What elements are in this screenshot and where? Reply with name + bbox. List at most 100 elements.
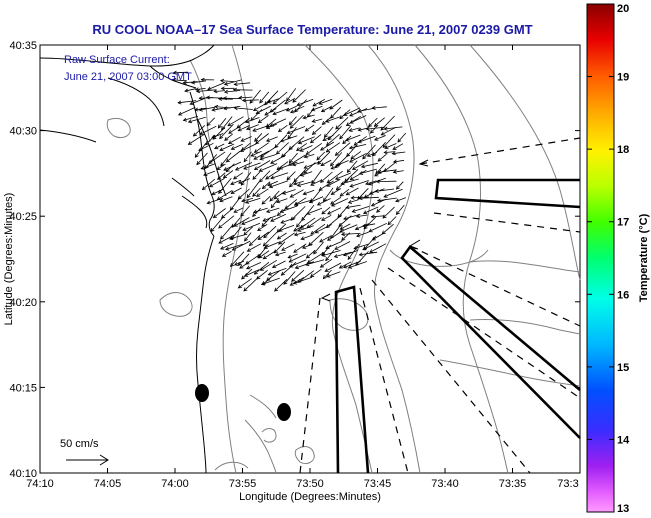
current-vector [370, 124, 379, 134]
coastline-inland [107, 77, 165, 127]
current-vector [203, 170, 216, 176]
contour-line [367, 44, 421, 474]
current-vector [241, 197, 254, 202]
current-vector-head [358, 252, 363, 257]
current-vector [266, 207, 280, 213]
current-vector-head [261, 185, 266, 190]
current-vector [306, 249, 316, 259]
current-vector [367, 152, 378, 157]
current-vector-head [309, 139, 315, 144]
current-vector-head [310, 107, 316, 112]
current-vector [293, 180, 304, 185]
current-vector-head [321, 217, 326, 221]
current-vector-head [284, 100, 289, 105]
current-vector-head [246, 248, 251, 252]
map-area: Raw Surface Current: June 21, 2007 03:00… [39, 44, 581, 474]
current-vector [326, 142, 341, 153]
current-vector [233, 207, 244, 213]
current-vector [241, 142, 251, 151]
coastline-inland [39, 129, 97, 143]
contour-line [439, 359, 581, 387]
current-vector-head [320, 108, 326, 113]
current-vector-head [289, 281, 294, 286]
current-vector [290, 105, 305, 113]
current-vector [247, 243, 261, 252]
current-vector-head [318, 101, 323, 105]
current-vector [238, 253, 250, 266]
current-vector [326, 179, 341, 187]
current-vector [294, 199, 313, 206]
current-vector-head [341, 236, 346, 241]
current-vector-head [345, 137, 350, 142]
current-vector-head [256, 193, 261, 197]
current-vector-head [368, 181, 373, 186]
current-vector [281, 243, 295, 251]
current-vector-head [259, 99, 264, 104]
current-vector [297, 181, 314, 187]
contour-line [469, 260, 581, 273]
current-vector-head [217, 96, 223, 101]
current-vector-head [252, 209, 258, 214]
current-vector [343, 213, 361, 220]
current-vector [258, 115, 269, 123]
current-vector [397, 132, 407, 143]
current-vector [297, 270, 315, 283]
current-vector-head [296, 223, 300, 228]
current-vector [392, 143, 404, 150]
current-vector [393, 159, 405, 163]
current-vector-head [357, 127, 362, 132]
current-vector [178, 107, 196, 116]
current-vector [340, 223, 351, 230]
current-vector-head [288, 121, 293, 126]
current-vector [339, 261, 352, 269]
current-vector [206, 97, 225, 99]
current-vector [352, 160, 369, 170]
current-vector-head [278, 165, 284, 170]
current-vector [290, 206, 306, 221]
current-vector-head [244, 237, 248, 242]
current-vector-head [196, 161, 201, 166]
current-vector-head [300, 236, 305, 241]
current-vector-head [357, 139, 362, 144]
current-vector-head [265, 209, 271, 213]
current-vector-head [267, 271, 272, 276]
current-vector [267, 98, 280, 103]
current-vector [209, 178, 225, 188]
current-vector [320, 171, 333, 183]
current-vector [312, 118, 323, 123]
current-vector-head [278, 227, 283, 232]
current-vector-head [220, 162, 225, 167]
current-vector-head [330, 162, 335, 167]
current-vector [228, 125, 241, 134]
current-vector-head [190, 80, 196, 85]
current-vector [368, 222, 387, 232]
current-vector [230, 226, 242, 240]
colorbar-label: Temperature (°C) [638, 213, 650, 302]
current-vector [230, 251, 245, 267]
current-vector [289, 253, 307, 263]
current-vector [349, 180, 369, 187]
current-vector [199, 125, 217, 135]
current-vector-head [182, 80, 187, 85]
current-vector [311, 169, 322, 184]
current-vector [349, 108, 368, 117]
current-vector-head [231, 246, 236, 251]
boundary-ray [409, 245, 581, 327]
current-vector-head [374, 136, 379, 141]
current-vector-head [233, 222, 238, 227]
x-tick-label: 73:45 [364, 478, 392, 490]
current-vector-head [365, 181, 370, 186]
current-vector [202, 178, 215, 190]
current-vector [263, 225, 277, 238]
current-vector [262, 181, 271, 189]
current-vector-head [296, 147, 301, 152]
current-vector-head [214, 145, 219, 150]
current-vector [351, 196, 369, 199]
current-vector [368, 117, 378, 127]
current-vector-head [362, 210, 368, 215]
coastline-bay [149, 65, 197, 89]
current-vector-head [272, 111, 277, 116]
current-vector-head [276, 199, 281, 204]
current-vector-head [362, 246, 367, 251]
current-vector [278, 232, 295, 245]
